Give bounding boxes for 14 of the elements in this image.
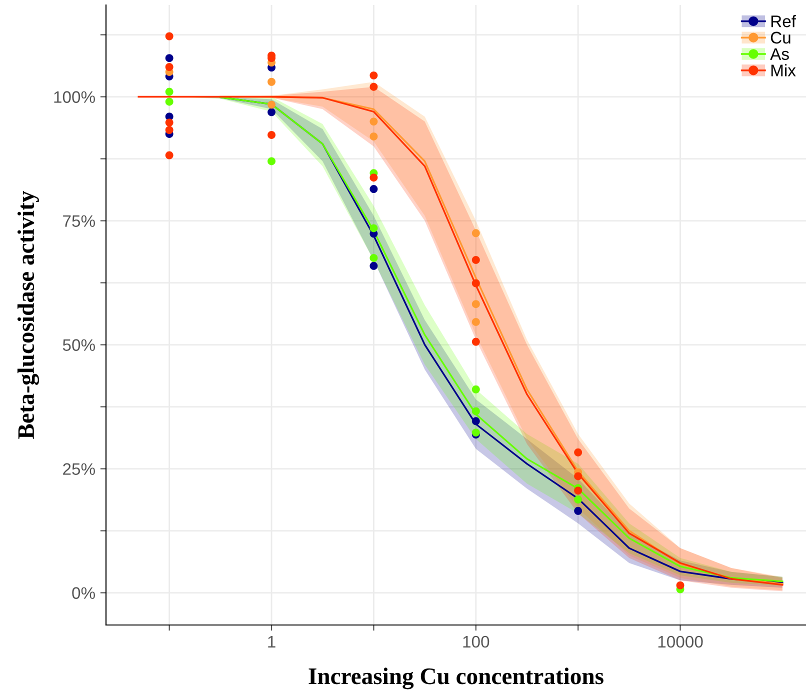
y-tick-label: 75% — [63, 215, 95, 227]
legend-label: Cu — [770, 32, 790, 44]
legend-label: Ref — [771, 15, 796, 28]
x-tick-label: 1 — [268, 636, 276, 648]
x-tick-label: 100 — [463, 636, 490, 648]
y-axis-title: Beta-glucosidase activity — [17, 190, 40, 439]
legend-label: Mix — [771, 64, 796, 76]
y-tick-label: 0% — [72, 587, 95, 599]
y-tick-label: 100% — [54, 91, 95, 103]
x-tick-label: 10000 — [658, 636, 703, 648]
x-axis-title: Increasing Cu concentrations — [308, 668, 604, 690]
y-tick-label: 50% — [62, 339, 95, 351]
y-tick-label: 25% — [63, 463, 95, 475]
legend-label: As — [770, 48, 789, 60]
